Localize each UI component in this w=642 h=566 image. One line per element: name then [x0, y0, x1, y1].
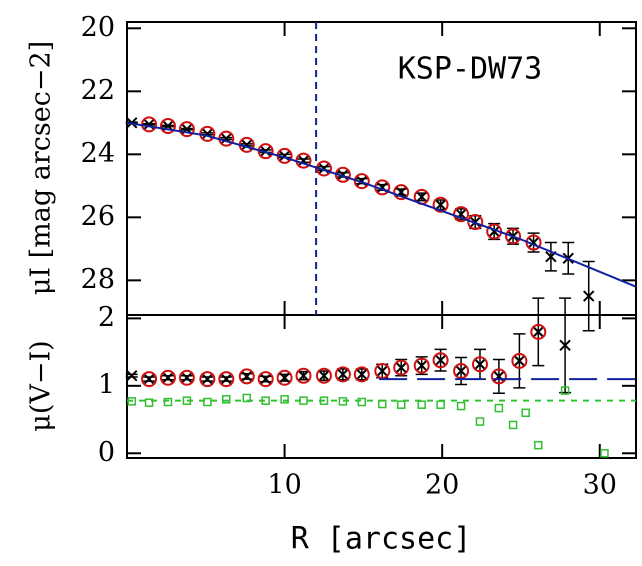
square-marker — [203, 397, 212, 407]
circle-marker — [353, 173, 370, 190]
square-marker — [144, 398, 154, 407]
square-marker — [242, 393, 252, 403]
square-marker — [280, 395, 289, 404]
x-axis-label: R [arcsec] — [291, 522, 472, 557]
y-tick-label: 22 — [81, 75, 115, 106]
square-marker — [560, 386, 570, 395]
square-marker — [456, 401, 466, 411]
circle-marker — [413, 357, 430, 374]
circle-marker — [178, 369, 195, 386]
cross-marker — [126, 370, 138, 382]
circle-marker — [276, 369, 293, 386]
square-marker — [396, 400, 406, 409]
circle-marker — [238, 368, 255, 385]
cross-marker — [297, 370, 310, 382]
cross-marker — [143, 373, 155, 385]
x-tick-label: 10 — [267, 470, 301, 501]
cross-marker — [434, 354, 447, 366]
cross-marker — [220, 373, 232, 385]
circle-marker — [432, 196, 449, 213]
circle-marker — [374, 362, 391, 379]
square-marker — [436, 400, 445, 409]
circle-marker — [218, 371, 235, 388]
fit-line — [126, 121, 637, 288]
cross-marker — [559, 339, 571, 352]
circle-marker — [334, 366, 351, 383]
square-marker — [417, 400, 426, 409]
cross-marker — [337, 368, 349, 381]
cross-marker — [395, 361, 407, 374]
cross-marker — [356, 368, 368, 381]
cross-marker — [201, 373, 214, 385]
y-tick-label: 24 — [81, 138, 115, 169]
circle-marker — [530, 323, 547, 340]
circle-marker — [295, 367, 312, 384]
cross-marker — [318, 370, 330, 382]
y-tick-label: 28 — [81, 264, 115, 295]
circle-marker — [471, 356, 488, 373]
circle-marker — [159, 117, 176, 134]
square-marker — [222, 395, 231, 404]
square-marker — [600, 449, 609, 458]
circle-marker — [432, 352, 449, 369]
cross-marker — [583, 290, 595, 302]
circle-marker — [511, 352, 528, 369]
top-frame — [126, 21, 637, 316]
circle-marker — [505, 228, 522, 245]
circle-marker — [353, 366, 370, 383]
circle-marker — [141, 371, 158, 388]
circle-marker — [467, 214, 484, 231]
y-tick-label: 0 — [98, 437, 115, 468]
x-tick-label: 30 — [583, 470, 617, 501]
x-tick-label: 20 — [425, 470, 459, 501]
square-marker — [494, 403, 504, 413]
cross-marker — [241, 370, 253, 383]
y-tick-label: 20 — [81, 12, 115, 43]
circle-marker — [393, 359, 410, 376]
circle-marker — [453, 362, 470, 379]
cross-marker — [532, 326, 545, 338]
cross-marker — [474, 358, 486, 370]
square-marker — [299, 396, 308, 405]
square-marker — [475, 417, 485, 426]
cross-marker — [278, 372, 291, 384]
cross-marker — [434, 199, 447, 211]
square-marker — [508, 420, 518, 430]
y-tick-label: 2 — [98, 302, 115, 333]
y-axis-label: μ(V−I) — [26, 340, 57, 431]
cross-marker — [356, 175, 368, 187]
bottom-frame — [126, 314, 637, 459]
annotation: KSP-DW73 — [398, 52, 543, 87]
square-marker — [534, 440, 543, 450]
circle-marker — [315, 367, 332, 384]
circle-marker — [393, 184, 410, 201]
circle-marker — [178, 121, 195, 138]
y-tick-label: 26 — [81, 201, 115, 232]
y-axis-label: μI [mag arcsec−2] — [26, 41, 57, 295]
circle-marker — [159, 369, 176, 386]
y-tick-label: 1 — [98, 369, 115, 400]
cross-marker — [259, 373, 272, 385]
cross-marker — [376, 365, 388, 377]
cross-marker — [415, 191, 428, 203]
cross-marker — [181, 372, 193, 384]
circle-marker — [199, 371, 216, 388]
square-marker — [521, 408, 530, 418]
circle-marker — [453, 206, 470, 223]
cross-marker — [415, 359, 428, 372]
cross-marker — [513, 355, 526, 367]
cross-marker — [455, 365, 467, 377]
square-marker — [163, 397, 173, 407]
circle-marker — [490, 368, 507, 385]
circle-marker — [257, 371, 274, 388]
cross-marker — [162, 372, 174, 384]
square-marker — [357, 397, 367, 407]
